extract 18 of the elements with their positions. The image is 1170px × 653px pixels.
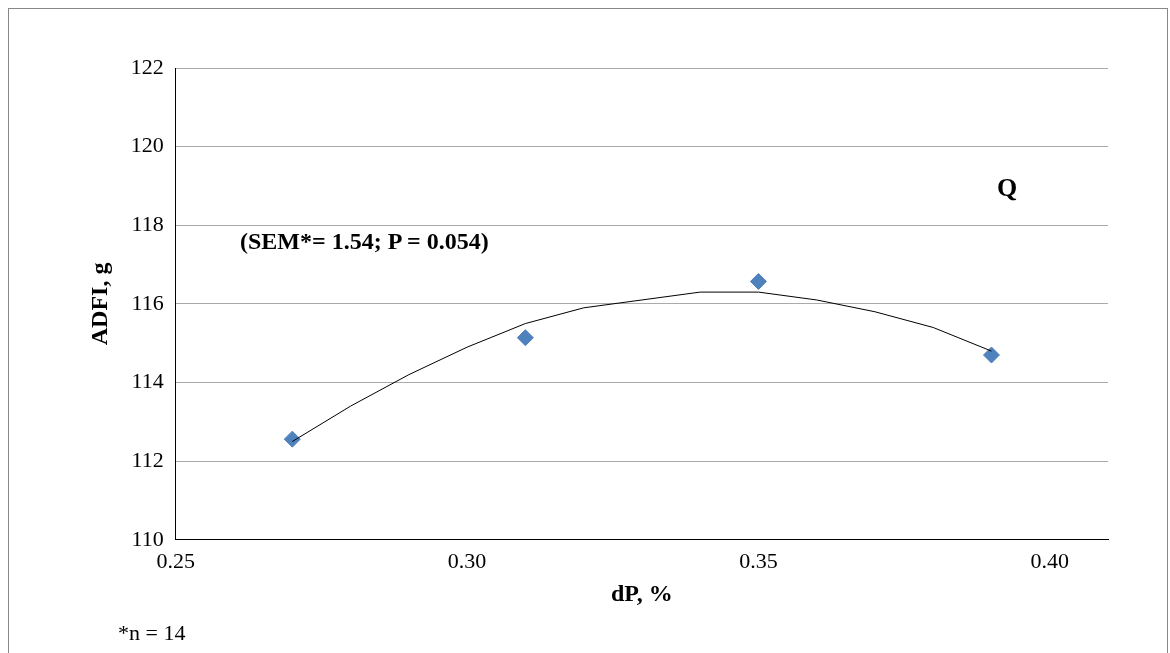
point: [283, 430, 301, 448]
annotation: Q: [997, 173, 1018, 203]
y-tick-label: 114: [131, 368, 164, 394]
y-tick-label: 120: [130, 132, 164, 158]
y-axis-title: ADFI, g: [85, 262, 112, 346]
x-tick-label: 0.30: [447, 547, 487, 573]
text: *n = 14: [118, 620, 186, 646]
y-tick-label: 118: [131, 211, 164, 237]
annotation: (SEM*= 1.54; P = 0.054): [240, 228, 489, 255]
point: [516, 329, 534, 347]
x-tick-label: 0.35: [739, 547, 778, 573]
y-tick-label: 112: [131, 446, 164, 472]
point: [749, 272, 767, 290]
y-tick-label: 116: [131, 289, 164, 315]
x-axis-title: dP, %: [610, 579, 673, 606]
x-tick-label: 0.40: [1030, 547, 1069, 573]
y-tick-label: 122: [130, 53, 164, 79]
point: [982, 346, 1000, 364]
